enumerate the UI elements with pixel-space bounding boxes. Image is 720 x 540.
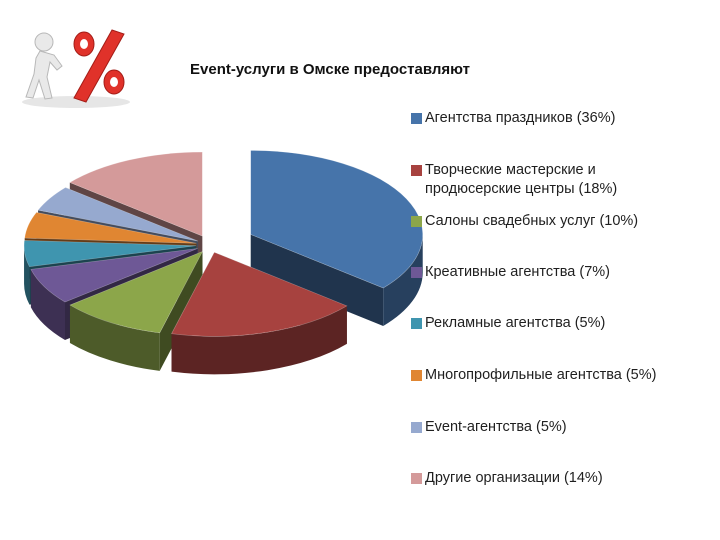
pie-slice-side-0-0 bbox=[383, 234, 423, 327]
pie-slice-wall-0-1 bbox=[250, 234, 384, 327]
pie-slice bbox=[69, 250, 204, 334]
pie-slice bbox=[69, 151, 203, 237]
legend-label: Агентства праздников (36%) bbox=[425, 110, 616, 126]
legend-swatch bbox=[411, 267, 422, 278]
pie-slice-side-2-0 bbox=[69, 305, 160, 371]
legend-label: Творческие мастерские и продюсерские цен… bbox=[425, 162, 618, 197]
legend-item: Салоны свадебных услуг (10%) bbox=[411, 212, 711, 231]
legend-swatch bbox=[411, 165, 422, 176]
legend-label: Другие организации (14%) bbox=[425, 470, 603, 486]
legend-label: Многопрофильные агентства (5%) bbox=[425, 367, 657, 383]
pie-slice bbox=[37, 187, 199, 242]
pie-slice bbox=[250, 150, 424, 289]
pie-slice bbox=[30, 248, 198, 303]
pie-slice-side-1-0 bbox=[171, 305, 347, 375]
legend-swatch bbox=[411, 113, 422, 124]
legend-swatch bbox=[411, 318, 422, 329]
pie-slice-side-3-0 bbox=[30, 269, 65, 341]
legend-label: Креативные агентства (7%) bbox=[425, 264, 611, 280]
legend-item: Многопрофильные агентства (5%) bbox=[411, 366, 711, 385]
legend-swatch bbox=[411, 473, 422, 484]
percent-figure-icon bbox=[22, 29, 130, 108]
chart-legend: Агентства праздников (36%) Творческие мас… bbox=[411, 0, 711, 540]
legend-item: Агентства праздников (36%) bbox=[411, 109, 711, 128]
legend-swatch bbox=[411, 422, 422, 433]
legend-item: Другие организации (14%) bbox=[411, 469, 711, 488]
legend-label: Салоны свадебных услуг (10%) bbox=[425, 213, 639, 229]
pie-slice bbox=[171, 251, 348, 337]
legend-label: Event-агентства (5%) bbox=[425, 419, 567, 435]
legend-swatch bbox=[411, 216, 422, 227]
legend-item: Творческие мастерские и продюсерские цен… bbox=[411, 161, 711, 199]
pie-slice bbox=[23, 240, 197, 267]
legend-item: Креативные агентства (7%) bbox=[411, 263, 711, 282]
legend-item: Event-агентства (5%) bbox=[411, 418, 711, 437]
legend-swatch bbox=[411, 370, 422, 381]
pie-slice-side-4-0 bbox=[24, 245, 30, 305]
pie-slice bbox=[24, 212, 197, 244]
chart-title: Event-услуги в Омске предоставляют bbox=[190, 61, 470, 78]
legend-item: Рекламные агентства (5%) bbox=[411, 314, 711, 333]
legend-label: Рекламные агентства (5%) bbox=[425, 315, 606, 331]
